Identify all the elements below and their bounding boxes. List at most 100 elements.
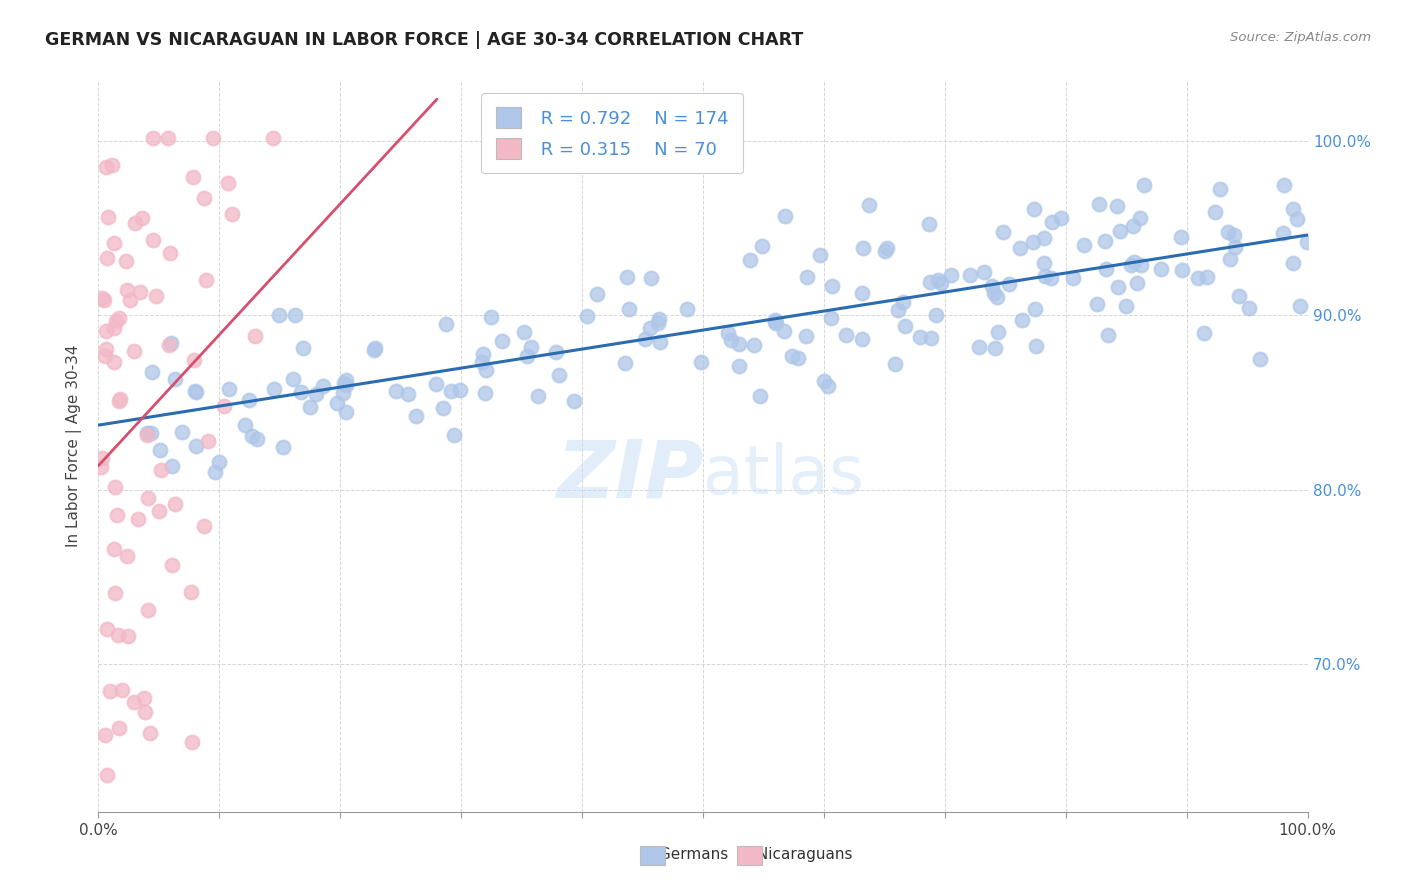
Point	[474, 386, 496, 401]
Point	[149, 463, 172, 477]
Point	[193, 519, 215, 533]
Point	[335, 404, 357, 418]
Point	[405, 409, 427, 424]
Point	[920, 275, 942, 289]
Point	[512, 325, 534, 339]
Point	[96, 251, 118, 265]
Point	[97, 211, 120, 225]
Point	[122, 695, 145, 709]
Point	[118, 293, 141, 307]
Point	[148, 443, 170, 458]
Point	[139, 726, 162, 740]
Point	[650, 335, 672, 350]
Point	[751, 238, 773, 252]
Point	[204, 465, 226, 479]
Point	[1025, 339, 1047, 353]
Point	[634, 332, 657, 346]
Point	[160, 336, 183, 351]
Point	[141, 365, 163, 379]
Point	[221, 207, 243, 221]
Point	[1171, 263, 1194, 277]
Point	[262, 130, 284, 145]
Point	[835, 328, 858, 343]
Point	[562, 393, 585, 408]
Point	[283, 372, 305, 386]
Point	[981, 279, 1004, 293]
Point	[160, 458, 183, 473]
Point	[134, 706, 156, 720]
Point	[1204, 205, 1226, 219]
Point	[90, 451, 112, 466]
Point	[103, 355, 125, 369]
Point	[586, 286, 609, 301]
Point	[197, 434, 219, 448]
Point	[157, 130, 180, 145]
Point	[299, 400, 322, 414]
Point	[690, 355, 713, 369]
Point	[1126, 276, 1149, 290]
Point	[516, 349, 538, 363]
Point	[1187, 271, 1209, 285]
Point	[727, 336, 749, 351]
Point	[984, 342, 1007, 356]
Point	[271, 440, 294, 454]
Point	[96, 768, 118, 782]
Point	[1225, 240, 1247, 254]
Y-axis label: In Labor Force | Age 30-34: In Labor Force | Age 30-34	[66, 344, 83, 548]
Point	[527, 389, 550, 403]
Point	[108, 721, 131, 735]
Point	[794, 328, 817, 343]
Point	[1022, 202, 1045, 216]
Point	[245, 329, 267, 343]
Point	[103, 321, 125, 335]
Point	[796, 269, 818, 284]
Point	[780, 350, 803, 364]
Point	[1049, 211, 1071, 225]
Point	[1218, 225, 1240, 239]
Text: GERMAN VS NICARAGUAN IN LABOR FORCE | AGE 30-34 CORRELATION CHART: GERMAN VS NICARAGUAN IN LABOR FORCE | AG…	[45, 31, 803, 49]
Point	[821, 279, 844, 293]
Point	[1115, 299, 1137, 313]
Point	[875, 244, 897, 259]
Point	[998, 277, 1021, 291]
Point	[908, 329, 931, 343]
Point	[425, 376, 447, 391]
Point	[941, 268, 963, 282]
Point	[212, 399, 235, 413]
Point	[443, 427, 465, 442]
Point	[820, 311, 842, 326]
Point	[439, 384, 461, 399]
Point	[786, 351, 808, 366]
Point	[135, 428, 157, 442]
Point	[312, 379, 335, 393]
Point	[432, 401, 454, 415]
Point	[96, 623, 118, 637]
Point	[920, 331, 942, 345]
Point	[1042, 215, 1064, 229]
Point	[96, 160, 118, 174]
Point	[105, 508, 128, 522]
Point	[202, 130, 225, 145]
Point	[104, 314, 127, 328]
Point	[1121, 258, 1143, 272]
Point	[363, 341, 385, 355]
Point	[929, 276, 952, 290]
Point	[1289, 299, 1312, 313]
Point	[1008, 241, 1031, 255]
Point	[891, 295, 914, 310]
Point	[181, 735, 204, 749]
Point	[238, 392, 260, 407]
Point	[385, 384, 408, 398]
Point	[763, 315, 786, 329]
Text: Nicaraguans: Nicaraguans	[752, 847, 852, 862]
Point	[479, 310, 502, 324]
Point	[111, 682, 134, 697]
Point	[1282, 256, 1305, 270]
Point	[148, 504, 170, 518]
Point	[1192, 326, 1215, 340]
Point	[1295, 235, 1317, 250]
Point	[291, 341, 314, 355]
Point	[90, 459, 112, 474]
Point	[240, 429, 263, 443]
Point	[93, 349, 115, 363]
